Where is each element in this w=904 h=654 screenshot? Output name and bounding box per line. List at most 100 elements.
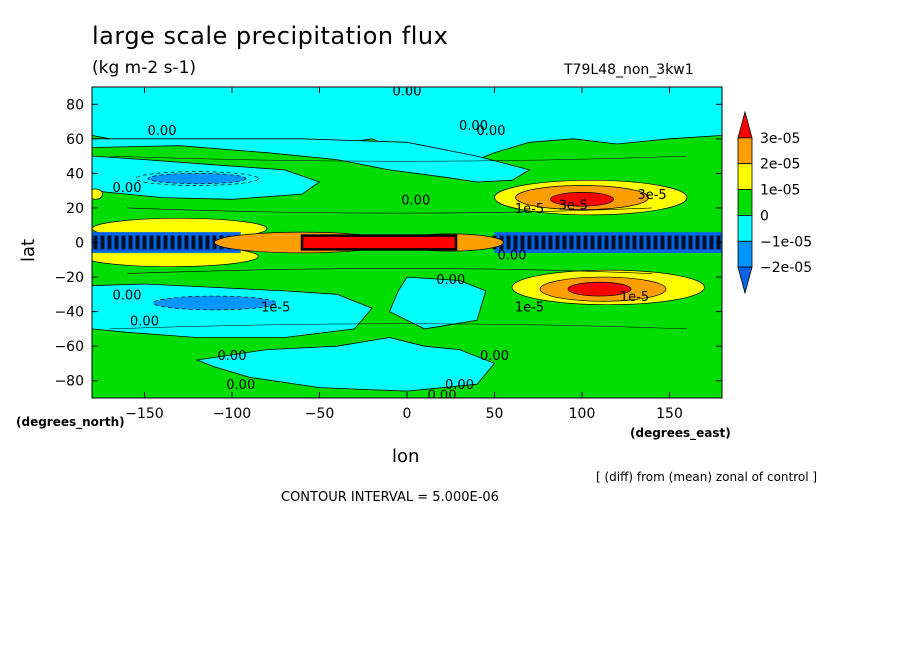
contour-label: 0.00 (480, 349, 509, 364)
contour-label: 3e-5 (559, 198, 588, 213)
y-tick-label: −20 (54, 270, 84, 286)
y-axis-units: (degrees_north) (16, 415, 125, 429)
x-tick-label: −50 (305, 406, 335, 422)
contour-line (126, 207, 653, 214)
colorbar-label: 2e-05 (760, 157, 800, 173)
south-polar-cyan (195, 337, 496, 392)
x-tick-label: 150 (656, 406, 683, 422)
equatorial-contour-mark (142, 235, 147, 250)
y-tick-label: 60 (66, 132, 84, 148)
chart-units: (kg m-2 s-1) (92, 58, 197, 78)
x-axis: −150 −100 −50 0 50 100 150 (125, 87, 683, 422)
colorbar: 3e-05 2e-05 1e-05 0 −1e-05 −2e-05 (737, 110, 812, 295)
equatorial-contour-mark (205, 235, 210, 250)
equatorial-contour-mark (709, 235, 714, 250)
contour-label: 3e-5 (637, 188, 666, 203)
equatorial-contour-mark (513, 235, 518, 250)
colorbar-band (737, 189, 753, 216)
equatorial-contour-mark (583, 235, 588, 250)
contour-label: 0.00 (218, 349, 247, 364)
equatorial-contour-mark (163, 235, 168, 250)
x-axis-units: (degrees_east) (630, 426, 731, 440)
equatorial-contour-mark (191, 235, 196, 250)
equatorial-contour-mark (177, 235, 182, 250)
west-edge-yellow (92, 188, 103, 200)
colorbar-label: 0 (760, 208, 769, 224)
south-west-blue-cell (152, 295, 277, 311)
contour-label: 0.00 (113, 288, 142, 303)
equatorial-contour-mark (632, 235, 637, 250)
north-east-cell-red (550, 192, 614, 207)
equatorial-contour-mark (170, 235, 175, 250)
x-tick-label: −100 (213, 406, 251, 422)
contour-label: 0.00 (459, 119, 488, 134)
x-axis-label: lon (392, 446, 420, 467)
y-tick-label: 80 (66, 97, 84, 113)
y-axis-label: lat (18, 238, 39, 262)
contour-label: 0.00 (498, 249, 527, 264)
y-tick-label: 40 (66, 166, 84, 182)
contour-line (126, 268, 653, 274)
equatorial-contour-mark (688, 235, 693, 250)
x-tick-label: 0 (403, 406, 412, 422)
contour-label: 0.00 (148, 124, 177, 139)
contour-label: 1e-5 (515, 202, 544, 217)
equatorial-contour-mark (597, 235, 602, 250)
north-subtropical-cyan (92, 138, 531, 183)
equatorial-contour-mark (667, 235, 672, 250)
contour-label: 0.00 (436, 273, 465, 288)
y-axis: 80 60 40 20 0 −20 −40 −60 −80 (54, 97, 722, 390)
colorbar-bottom-arrow (737, 266, 753, 295)
equatorial-contour-mark (198, 235, 203, 250)
contour-label: 0.00 (113, 181, 142, 196)
colorbar-label: −2e-05 (760, 260, 812, 276)
contour-label: 0.00 (130, 314, 159, 329)
equatorial-contour-mark (646, 235, 651, 250)
y-tick-label: 20 (66, 201, 84, 217)
y-tick-label: −80 (54, 374, 84, 390)
equatorial-contour-mark (590, 235, 595, 250)
equatorial-contour-mark (548, 235, 553, 250)
equatorial-contour-mark (660, 235, 665, 250)
equatorial-contour-mark (100, 235, 105, 250)
equatorial-contour-mark (506, 235, 511, 250)
south-east-cell-red (567, 281, 632, 297)
colorbar-band (737, 137, 753, 165)
equatorial-contour-mark (702, 235, 707, 250)
colorbar-top-arrow (737, 110, 753, 139)
contour-interval: CONTOUR INTERVAL = 5.000E-06 (281, 490, 499, 505)
contour-label: 0.00 (477, 124, 506, 139)
equatorial-contour-mark (128, 235, 133, 250)
contour-label: 1e-5 (620, 290, 649, 305)
equatorial-contour-mark (149, 235, 154, 250)
contour-label: 1e-5 (261, 300, 290, 315)
equatorial-contour-mark (184, 235, 189, 250)
equatorial-contour-mark (562, 235, 567, 250)
contour-label: 0.00 (428, 389, 457, 404)
y-tick-label: −40 (54, 305, 84, 321)
contour-line (109, 155, 688, 162)
equatorial-contour-mark (156, 235, 161, 250)
equatorial-contour-mark (114, 235, 119, 250)
y-tick-label: 0 (75, 236, 84, 252)
contour-label: 0.00 (226, 378, 255, 393)
contour-label: 0.00 (393, 84, 422, 99)
north-west-blue-core (147, 173, 247, 185)
equatorial-contour-mark (611, 235, 616, 250)
run-label: T79L48_non_3kw1 (564, 62, 694, 78)
contour-label: 1e-5 (515, 300, 544, 315)
equatorial-max-red (300, 234, 458, 251)
equatorial-contour-mark (534, 235, 539, 250)
equatorial-contour-mark (541, 235, 546, 250)
contour-field: 0.000.000.000.000.000.000.000.000.000.00… (92, 84, 722, 404)
equatorial-contour-mark (674, 235, 679, 250)
equatorial-contour-mark (625, 235, 630, 250)
colorbar-label: 1e-05 (760, 183, 800, 199)
equatorial-contour-mark (618, 235, 623, 250)
contour-label: 0.00 (445, 378, 474, 393)
colorbar-band (737, 215, 753, 242)
equatorial-contour-mark (569, 235, 574, 250)
equatorial-contour-mark (135, 235, 140, 250)
y-tick-label: −60 (54, 339, 84, 355)
